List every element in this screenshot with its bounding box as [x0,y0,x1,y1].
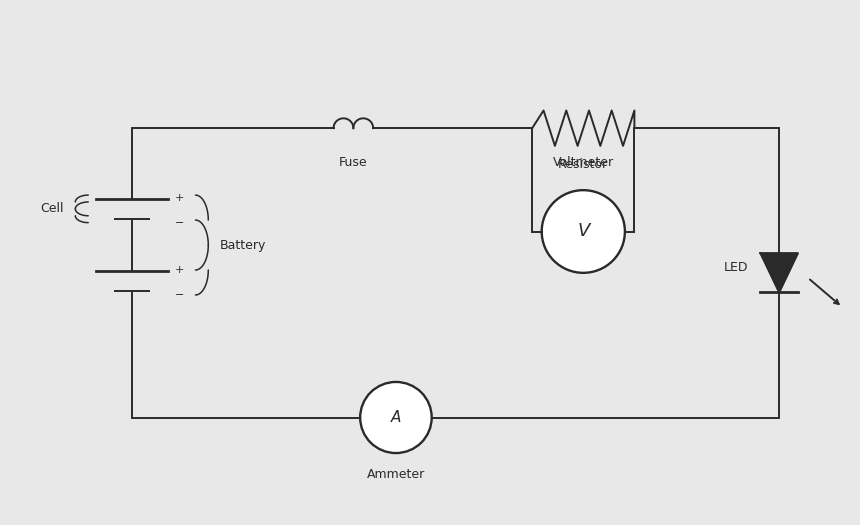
Text: +: + [175,265,184,276]
Text: −: − [175,218,184,228]
Text: V: V [577,223,589,240]
Text: Ammeter: Ammeter [367,468,425,481]
Text: A: A [390,410,401,425]
Circle shape [542,190,625,273]
Text: Resistor: Resistor [558,158,608,171]
Polygon shape [760,253,798,292]
Text: Voltmeter: Voltmeter [553,155,614,169]
Text: Fuse: Fuse [339,156,368,169]
Text: Cell: Cell [40,202,64,215]
Text: +: + [175,193,184,203]
Text: LED: LED [724,261,748,275]
Text: Battery: Battery [220,238,267,251]
Circle shape [360,382,432,453]
Text: −: − [175,290,184,300]
